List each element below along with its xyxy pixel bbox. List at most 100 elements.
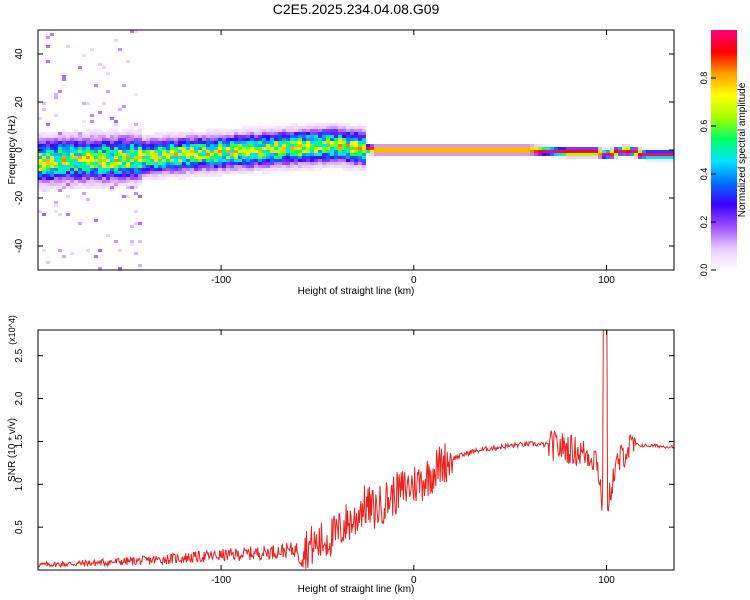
heatmap-cell xyxy=(506,144,510,147)
heatmap-cell xyxy=(318,168,322,171)
heatmap-cell xyxy=(50,186,54,189)
heatmap-cell xyxy=(126,153,130,156)
heatmap-cell xyxy=(350,150,354,153)
heatmap-cell xyxy=(290,168,294,171)
heatmap-cell xyxy=(106,144,110,147)
heatmap-cell xyxy=(110,156,114,159)
heatmap-cell xyxy=(186,135,190,138)
heatmap-cell xyxy=(326,135,330,138)
heatmap-cell xyxy=(58,180,62,183)
heatmap-cell xyxy=(110,129,114,132)
heatmap-cell xyxy=(666,153,670,156)
heatmap-cell xyxy=(106,135,110,138)
heatmap-cell xyxy=(58,162,62,165)
snr-x-ticks: -100 0 100 xyxy=(211,330,615,586)
heatmap-cell xyxy=(94,177,98,180)
heatmap-cell xyxy=(46,153,50,156)
heatmap-cell xyxy=(298,135,302,138)
heatmap-cell xyxy=(462,144,466,147)
heatmap-cell xyxy=(194,159,198,162)
heatmap-cell xyxy=(66,213,70,216)
heatmap-cell xyxy=(210,147,214,150)
heatmap-cell xyxy=(42,162,46,165)
heatmap-cell xyxy=(342,153,346,156)
heatmap-cell xyxy=(310,123,314,126)
heatmap-cell xyxy=(42,147,46,150)
heatmap-cell xyxy=(322,147,326,150)
heatmap-cell xyxy=(642,156,646,159)
heatmap-cell xyxy=(114,123,118,126)
heatmap-cell xyxy=(298,126,302,129)
heatmap-cell xyxy=(586,156,590,159)
heatmap-cell xyxy=(506,150,510,153)
heatmap-cell xyxy=(154,168,158,171)
heatmap-cell xyxy=(178,132,182,135)
heatmap-cell xyxy=(278,147,282,150)
heatmap-cell xyxy=(38,156,42,159)
heatmap-cell xyxy=(434,153,438,156)
heatmap-cell xyxy=(398,150,402,153)
heatmap-cell xyxy=(142,162,146,165)
heatmap-cell xyxy=(174,168,178,171)
heatmap-cell xyxy=(218,156,222,159)
heatmap-cell xyxy=(78,141,82,144)
heatmap-cell xyxy=(38,144,42,147)
heatmap-cell xyxy=(186,144,190,147)
heatmap-cell xyxy=(350,156,354,159)
heatmap-cell xyxy=(46,180,50,183)
heatmap-cell xyxy=(134,210,138,213)
heatmap-cell xyxy=(214,144,218,147)
heatmap-cell xyxy=(222,132,226,135)
heatmap-cell xyxy=(622,147,626,150)
heatmap-cell xyxy=(102,174,106,177)
heatmap-cell xyxy=(190,147,194,150)
heatmap-cell xyxy=(310,147,314,150)
heatmap-cell xyxy=(662,150,666,153)
heatmap-cell xyxy=(122,159,126,162)
heatmap-cell xyxy=(154,171,158,174)
heatmap-cell xyxy=(150,174,154,177)
heatmap-cell xyxy=(494,147,498,150)
heatmap-cell xyxy=(150,171,154,174)
heatmap-cell xyxy=(546,153,550,156)
heatmap-cell xyxy=(254,147,258,150)
heatmap-cell xyxy=(186,168,190,171)
heatmap-cell xyxy=(98,159,102,162)
heatmap-cell xyxy=(82,153,86,156)
heatmap-cell xyxy=(546,150,550,153)
heatmap-cell xyxy=(334,165,338,168)
heatmap-cell xyxy=(106,132,110,135)
heatmap-cell xyxy=(346,156,350,159)
heatmap-cell xyxy=(214,168,218,171)
heatmap-cell xyxy=(86,138,90,141)
heatmap-cell xyxy=(114,132,118,135)
heatmap-cell xyxy=(358,129,362,132)
heatmap-cell xyxy=(162,171,166,174)
spectrogram-y-label: Frequency (Hz) xyxy=(7,116,18,185)
heatmap-cell xyxy=(110,189,114,192)
heatmap-cell xyxy=(162,165,166,168)
heatmap-cell xyxy=(158,168,162,171)
heatmap-cell xyxy=(386,150,390,153)
heatmap-cell xyxy=(254,144,258,147)
heatmap-cell xyxy=(422,144,426,147)
heatmap-cell xyxy=(186,147,190,150)
heatmap-cell xyxy=(46,123,50,126)
heatmap-cell xyxy=(218,165,222,168)
heatmap-cell xyxy=(130,153,134,156)
heatmap-cell xyxy=(298,132,302,135)
heatmap-cell xyxy=(394,153,398,156)
heatmap-cell xyxy=(362,132,366,135)
heatmap-cell xyxy=(294,159,298,162)
heatmap-cell xyxy=(558,150,562,153)
heatmap-cell xyxy=(282,162,286,165)
heatmap-cell xyxy=(242,159,246,162)
heatmap-cell xyxy=(450,144,454,147)
heatmap-cell xyxy=(538,144,542,147)
heatmap-cell xyxy=(318,132,322,135)
heatmap-cell xyxy=(134,222,138,225)
heatmap-cell xyxy=(134,159,138,162)
heatmap-cell xyxy=(418,147,422,150)
